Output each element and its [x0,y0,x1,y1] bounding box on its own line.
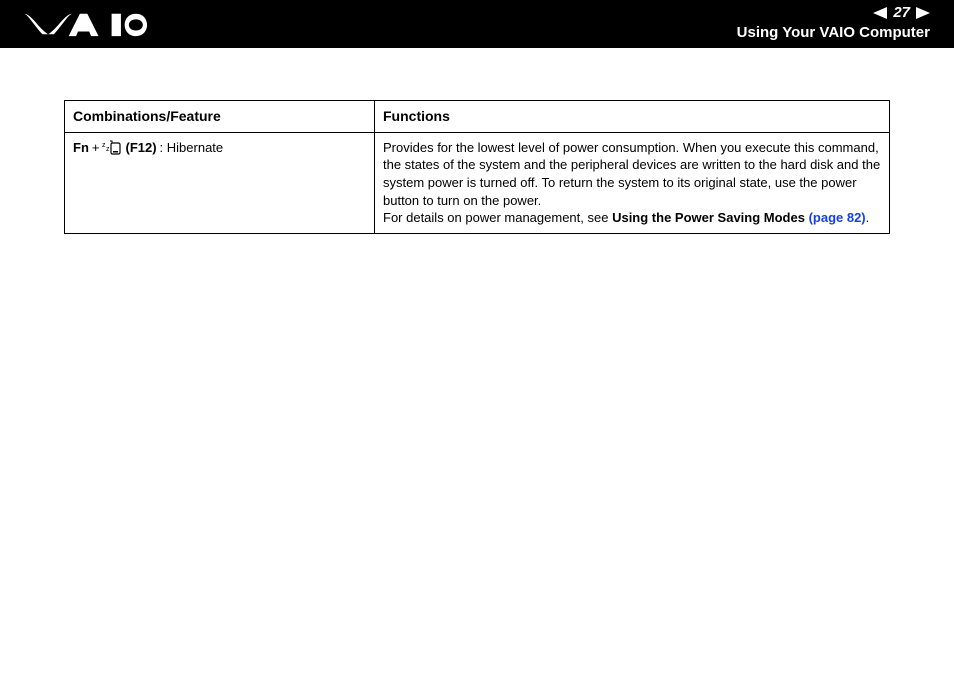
function-details-prefix: For details on power management, see [383,210,612,225]
function-details-bold: Using the Power Saving Modes [612,210,808,225]
page-content: Combinations/Feature Functions Fn + z z [0,48,954,234]
vaio-logo [22,10,190,38]
col-header-functions: Functions [375,101,890,133]
svg-text:z: z [106,146,110,153]
plus-text: + [92,139,100,157]
section-title: Using Your VAIO Computer [737,24,930,41]
function-body: Provides for the lowest level of power c… [383,140,880,208]
key-fn: Fn [73,139,89,157]
combo-label: : Hibernate [160,139,224,157]
col-header-combinations: Combinations/Feature [65,101,375,133]
hibernate-icon: z z [102,140,122,156]
page-nav: 27 [873,4,930,21]
prev-page-arrow[interactable] [873,7,887,19]
next-page-arrow[interactable] [916,7,930,19]
cell-function: Provides for the lowest level of power c… [375,132,890,233]
table-header-row: Combinations/Feature Functions [65,101,890,133]
function-details-suffix: . [866,210,870,225]
feature-table: Combinations/Feature Functions Fn + z z [64,100,890,234]
table-row: Fn + z z (F12) : Hibern [65,132,890,233]
key-f12: (F12) [125,139,156,157]
page-header: 27 Using Your VAIO Computer [0,0,954,48]
page-number: 27 [893,4,910,21]
cell-combination: Fn + z z (F12) : Hibern [65,132,375,233]
page-link[interactable]: (page 82) [809,210,866,225]
